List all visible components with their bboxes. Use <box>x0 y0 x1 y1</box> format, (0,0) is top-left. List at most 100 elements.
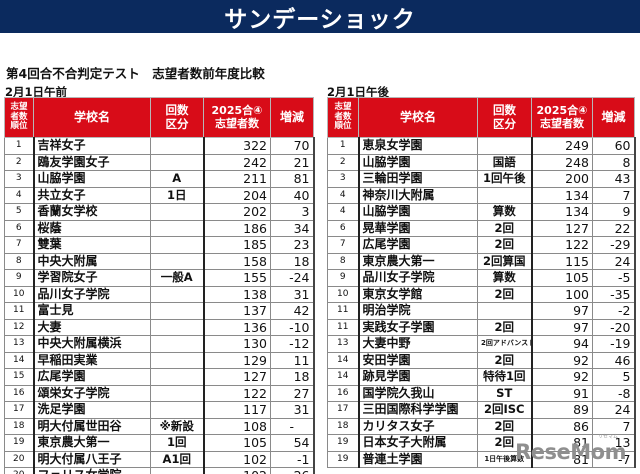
change-cell: -10 <box>270 318 315 336</box>
exam-type-cell: 2回算国 <box>477 252 532 270</box>
rank-cell: 8 <box>327 252 359 270</box>
school-name-cell: 東京女学館 <box>357 285 478 303</box>
change-cell: -29 <box>592 236 636 254</box>
school-name-cell: 鴎友学園女子 <box>32 153 151 171</box>
applicant-count-cell: 100 <box>530 285 593 303</box>
exam-type-cell <box>150 302 204 320</box>
school-name-cell: 明大付属世田谷 <box>32 417 151 435</box>
applicant-count-cell: 105 <box>202 434 271 452</box>
exam-type-cell: 1日午後算数 <box>477 450 532 468</box>
table-row: 6 晃華学園 2回 127 22 <box>327 219 636 237</box>
table-row: 13 大妻中野 2回アドバンスト 94 -19 <box>327 335 636 353</box>
change-cell: 3 <box>270 203 315 221</box>
change-cell: -8 <box>592 384 636 402</box>
change-cell: -20 <box>592 318 636 336</box>
school-name-cell: 広尾学園 <box>357 236 478 254</box>
exam-type-cell: 国語 <box>477 153 532 171</box>
change-cell: 54 <box>270 434 315 452</box>
section-label-morning: 2月1日午前 <box>5 85 68 99</box>
exam-type-cell: 1日 <box>150 186 204 204</box>
exam-type-cell: 2回 <box>477 236 532 254</box>
school-name-cell: 東京農大第一 <box>32 434 151 452</box>
rank-cell: 14 <box>4 351 34 369</box>
applicant-count-cell: 91 <box>530 384 593 402</box>
change-cell: 31 <box>270 401 315 419</box>
applicant-count-cell: 127 <box>202 368 271 386</box>
header-applicant-count: 2025合④ 志望者数 <box>203 97 271 138</box>
change-cell: 46 <box>592 351 636 369</box>
applicant-count-cell: 92 <box>530 368 593 386</box>
applicant-count-cell: 202 <box>202 203 271 221</box>
header-rank-line: 者数 <box>334 111 352 122</box>
exam-type-cell <box>477 302 532 320</box>
school-name-cell: 大妻 <box>32 318 151 336</box>
exam-type-cell <box>150 335 204 353</box>
rank-cell: 11 <box>327 318 359 336</box>
header-school-name: 学校名 <box>358 97 478 138</box>
rank-cell: 18 <box>4 417 34 435</box>
rank-cell: 9 <box>4 269 34 287</box>
table-row: 14 跡見学園 特待1回 92 5 <box>327 368 636 386</box>
rank-cell: 20 <box>4 450 34 468</box>
applicant-count-cell: 200 <box>530 170 593 188</box>
exam-type-cell: 一般A <box>150 269 204 287</box>
rank-cell: 1 <box>327 137 359 155</box>
school-name-cell: 恵泉女学園 <box>357 137 478 155</box>
table-row: 6 桜蔭 186 34 <box>4 219 315 237</box>
change-cell: 21 <box>270 153 315 171</box>
school-name-cell: 跡見学園 <box>357 368 478 386</box>
ranking-table-afternoon: 志望 者数 順位 学校名 回数 区分 2025合④ 志望者数 増減 1 恵泉女学園… <box>327 97 636 468</box>
rank-cell: 12 <box>4 318 34 336</box>
header-type-line: 区分 <box>165 116 189 131</box>
exam-type-cell <box>150 368 204 386</box>
rank-cell: 14 <box>327 351 359 369</box>
school-name-cell: 雙葉 <box>32 236 151 254</box>
exam-type-cell <box>150 384 204 402</box>
table-row: 17 三田国際科学学園 2回ISC 89 24 <box>327 401 636 419</box>
header-school-name: 学校名 <box>33 97 151 138</box>
change-cell: 27 <box>270 384 315 402</box>
school-name-cell: 共立女子 <box>32 186 151 204</box>
school-name-cell: 山脇学園 <box>32 170 151 188</box>
applicant-count-cell: 134 <box>530 186 593 204</box>
table-row: 12 大妻 136 -10 <box>4 318 315 336</box>
exam-type-cell <box>150 285 204 303</box>
rank-cell: 18 <box>327 417 359 435</box>
header-type-line: 回数 <box>165 103 189 118</box>
school-name-cell: 頌栄女子学院 <box>32 384 151 402</box>
applicant-count-cell: 204 <box>202 186 271 204</box>
change-cell: 5 <box>592 368 636 386</box>
school-name-cell: 早稲田実業 <box>32 351 151 369</box>
applicant-count-cell: 92 <box>530 351 593 369</box>
applicant-count-cell: 137 <box>202 302 271 320</box>
table-row: 1 吉祥女子 322 70 <box>4 137 315 155</box>
applicant-count-cell: 86 <box>530 417 593 435</box>
school-name-cell: 山脇学園 <box>357 203 478 221</box>
applicant-count-cell: 102 <box>202 450 271 468</box>
change-cell: -24 <box>270 269 315 287</box>
exam-type-cell: 1回 <box>150 434 204 452</box>
applicant-count-cell: 129 <box>202 351 271 369</box>
applicant-count-cell: 89 <box>530 401 593 419</box>
exam-type-cell: A1回 <box>150 450 204 468</box>
applicant-count-cell: 108 <box>202 417 271 435</box>
table-row: 16 頌栄女子学院 122 27 <box>4 384 315 402</box>
applicant-count-cell: 115 <box>530 252 593 270</box>
exam-type-cell: 1回午後 <box>477 170 532 188</box>
table-row: 2 山脇学園 国語 248 8 <box>327 153 636 171</box>
school-name-cell: 神奈川大附属 <box>357 186 478 204</box>
change-cell: -1 <box>270 450 315 468</box>
rank-cell: 11 <box>4 302 34 320</box>
table-row: 14 安田学園 2回 92 46 <box>327 351 636 369</box>
applicant-count-cell: 248 <box>530 153 593 171</box>
header-change: 増減 <box>270 97 314 138</box>
rank-cell: 4 <box>327 203 359 221</box>
table-row: 18 カリタス女子 2回 86 7 <box>327 417 636 435</box>
applicant-count-cell: 158 <box>202 252 271 270</box>
applicant-count-cell: 134 <box>530 203 593 221</box>
applicant-count-cell: 186 <box>202 219 271 237</box>
table-header-row: 志望 者数 順位 学校名 回数 区分 2025合④ 志望者数 増減 <box>4 97 314 138</box>
table-row: 9 学習院女子 一般A 155 -24 <box>4 269 315 287</box>
table-row: 8 中央大附属 158 18 <box>4 252 315 270</box>
exam-type-cell: A <box>150 170 204 188</box>
